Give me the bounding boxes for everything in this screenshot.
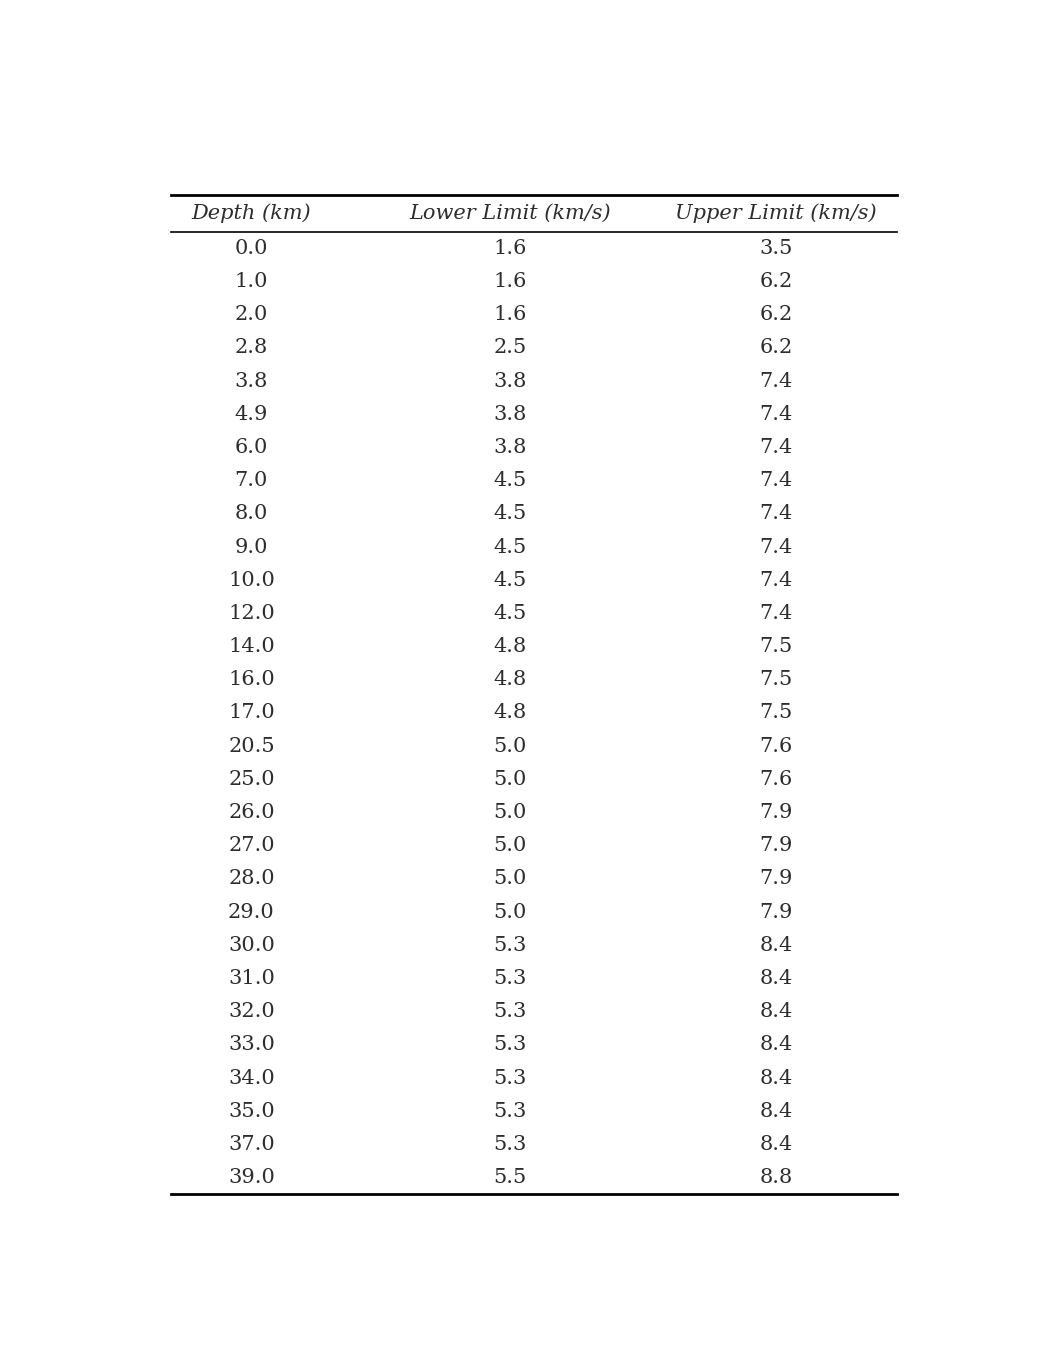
Text: 17.0: 17.0 bbox=[228, 703, 275, 722]
Text: 3.8: 3.8 bbox=[234, 372, 268, 391]
Text: 4.5: 4.5 bbox=[493, 537, 526, 556]
Text: 5.0: 5.0 bbox=[493, 770, 526, 789]
Text: 7.6: 7.6 bbox=[760, 736, 793, 755]
Text: 7.4: 7.4 bbox=[760, 537, 793, 556]
Text: 7.9: 7.9 bbox=[760, 870, 793, 889]
Text: Lower Limit (km/s): Lower Limit (km/s) bbox=[410, 204, 611, 224]
Text: 5.3: 5.3 bbox=[493, 1002, 526, 1021]
Text: 4.9: 4.9 bbox=[234, 405, 268, 424]
Text: 7.4: 7.4 bbox=[760, 604, 793, 623]
Text: 26.0: 26.0 bbox=[228, 803, 275, 822]
Text: 33.0: 33.0 bbox=[228, 1036, 275, 1055]
Text: 5.5: 5.5 bbox=[493, 1168, 526, 1187]
Text: 5.3: 5.3 bbox=[493, 969, 526, 988]
Text: 0.0: 0.0 bbox=[234, 239, 268, 258]
Text: 3.8: 3.8 bbox=[493, 438, 526, 457]
Text: 2.8: 2.8 bbox=[234, 338, 268, 357]
Text: 5.0: 5.0 bbox=[493, 803, 526, 822]
Text: 7.9: 7.9 bbox=[760, 803, 793, 822]
Text: 5.3: 5.3 bbox=[493, 1036, 526, 1055]
Text: 12.0: 12.0 bbox=[228, 604, 275, 623]
Text: 8.4: 8.4 bbox=[760, 936, 793, 955]
Text: 5.0: 5.0 bbox=[493, 736, 526, 755]
Text: 6.2: 6.2 bbox=[760, 305, 793, 324]
Text: 7.5: 7.5 bbox=[760, 703, 793, 722]
Text: Upper Limit (km/s): Upper Limit (km/s) bbox=[675, 203, 877, 224]
Text: 28.0: 28.0 bbox=[228, 870, 275, 889]
Text: 4.5: 4.5 bbox=[493, 604, 526, 623]
Text: Depth (km): Depth (km) bbox=[192, 203, 312, 224]
Text: 8.4: 8.4 bbox=[760, 1135, 793, 1154]
Text: 4.8: 4.8 bbox=[493, 637, 526, 656]
Text: 1.0: 1.0 bbox=[234, 273, 268, 292]
Text: 8.4: 8.4 bbox=[760, 1069, 793, 1088]
Text: 37.0: 37.0 bbox=[228, 1135, 275, 1154]
Text: 5.0: 5.0 bbox=[493, 902, 526, 921]
Text: 20.5: 20.5 bbox=[228, 736, 275, 755]
Text: 2.5: 2.5 bbox=[493, 338, 526, 357]
Text: 7.6: 7.6 bbox=[760, 770, 793, 789]
Text: 35.0: 35.0 bbox=[228, 1101, 275, 1120]
Text: 16.0: 16.0 bbox=[228, 671, 275, 690]
Text: 34.0: 34.0 bbox=[228, 1069, 275, 1088]
Text: 6.2: 6.2 bbox=[760, 273, 793, 292]
Text: 7.9: 7.9 bbox=[760, 837, 793, 855]
Text: 4.5: 4.5 bbox=[493, 504, 526, 523]
Text: 5.3: 5.3 bbox=[493, 1069, 526, 1088]
Text: 7.4: 7.4 bbox=[760, 438, 793, 457]
Text: 4.8: 4.8 bbox=[493, 671, 526, 690]
Text: 7.5: 7.5 bbox=[760, 671, 793, 690]
Text: 30.0: 30.0 bbox=[228, 936, 275, 955]
Text: 8.8: 8.8 bbox=[760, 1168, 793, 1187]
Text: 7.5: 7.5 bbox=[760, 637, 793, 656]
Text: 7.4: 7.4 bbox=[760, 571, 793, 590]
Text: 5.0: 5.0 bbox=[493, 837, 526, 855]
Text: 8.4: 8.4 bbox=[760, 1101, 793, 1120]
Text: 14.0: 14.0 bbox=[228, 637, 275, 656]
Text: 7.9: 7.9 bbox=[760, 902, 793, 921]
Text: 25.0: 25.0 bbox=[228, 770, 275, 789]
Text: 1.6: 1.6 bbox=[493, 305, 526, 324]
Text: 31.0: 31.0 bbox=[228, 969, 275, 988]
Text: 6.0: 6.0 bbox=[234, 438, 268, 457]
Text: 5.3: 5.3 bbox=[493, 1135, 526, 1154]
Text: 8.4: 8.4 bbox=[760, 969, 793, 988]
Text: 8.4: 8.4 bbox=[760, 1002, 793, 1021]
Text: 32.0: 32.0 bbox=[228, 1002, 275, 1021]
Text: 7.4: 7.4 bbox=[760, 405, 793, 424]
Text: 4.5: 4.5 bbox=[493, 571, 526, 590]
Text: 7.4: 7.4 bbox=[760, 504, 793, 523]
Text: 8.0: 8.0 bbox=[234, 504, 268, 523]
Text: 1.6: 1.6 bbox=[493, 273, 526, 292]
Text: 5.3: 5.3 bbox=[493, 1101, 526, 1120]
Text: 3.8: 3.8 bbox=[493, 372, 526, 391]
Text: 4.5: 4.5 bbox=[493, 472, 526, 491]
Text: 5.0: 5.0 bbox=[493, 870, 526, 889]
Text: 5.3: 5.3 bbox=[493, 936, 526, 955]
Text: 7.0: 7.0 bbox=[234, 472, 268, 491]
Text: 10.0: 10.0 bbox=[228, 571, 275, 590]
Text: 7.4: 7.4 bbox=[760, 472, 793, 491]
Text: 2.0: 2.0 bbox=[234, 305, 268, 324]
Text: 3.5: 3.5 bbox=[760, 239, 793, 258]
Text: 27.0: 27.0 bbox=[228, 837, 275, 855]
Text: 29.0: 29.0 bbox=[228, 902, 275, 921]
Text: 9.0: 9.0 bbox=[234, 537, 268, 556]
Text: 7.4: 7.4 bbox=[760, 372, 793, 391]
Text: 39.0: 39.0 bbox=[228, 1168, 275, 1187]
Text: 4.8: 4.8 bbox=[493, 703, 526, 722]
Text: 6.2: 6.2 bbox=[760, 338, 793, 357]
Text: 8.4: 8.4 bbox=[760, 1036, 793, 1055]
Text: 3.8: 3.8 bbox=[493, 405, 526, 424]
Text: 1.6: 1.6 bbox=[493, 239, 526, 258]
